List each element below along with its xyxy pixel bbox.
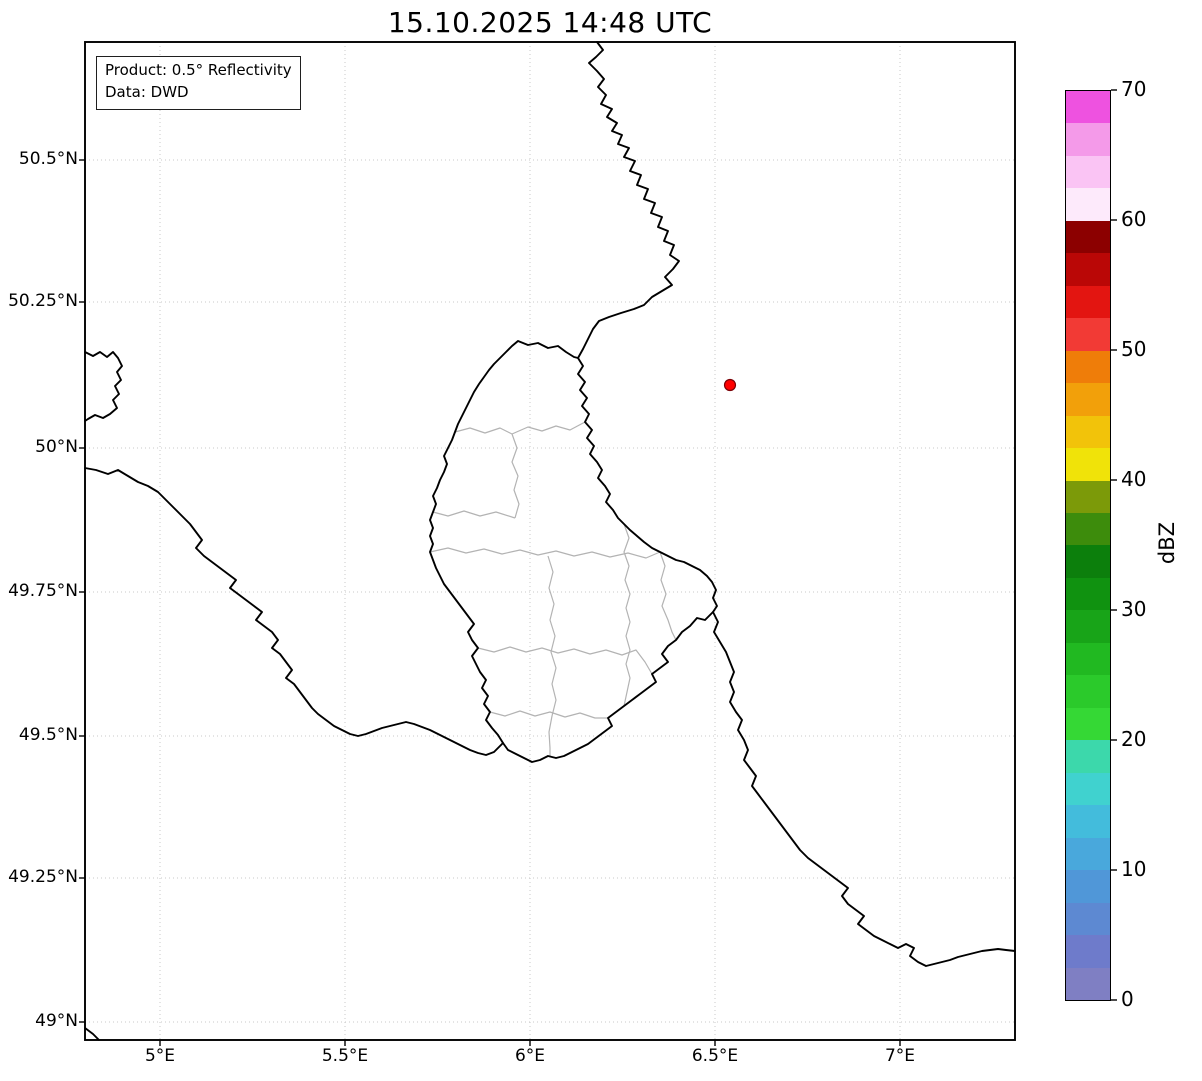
y-tick-label: 50°N xyxy=(35,437,78,457)
colorbar-band xyxy=(1066,577,1110,611)
y-tick-label: 49.75°N xyxy=(8,581,78,601)
colorbar-band xyxy=(1066,837,1110,871)
colorbar-band xyxy=(1066,318,1110,351)
x-tick-label: 5.5°E xyxy=(321,1046,369,1066)
border-germany-belgium xyxy=(577,41,680,359)
data-source-label: Data: DWD xyxy=(105,82,189,101)
y-tick-label: 49.5°N xyxy=(18,725,78,745)
colorbar-unit-label: dBZ xyxy=(1155,521,1179,565)
border-left-edge-detail xyxy=(84,351,123,422)
country-borders xyxy=(84,41,1016,1041)
colorbar-band xyxy=(1066,188,1110,221)
colorbar-tick-label: 30 xyxy=(1121,597,1147,621)
colorbar-band xyxy=(1066,480,1110,513)
colorbar-band xyxy=(1066,415,1110,449)
colorbar-band xyxy=(1066,253,1110,286)
border-france-germany xyxy=(712,611,1016,967)
colorbar-tick-label: 10 xyxy=(1121,857,1147,881)
colorbar-band xyxy=(1066,967,1110,1000)
colorbar-band xyxy=(1066,805,1110,838)
colorbar-band xyxy=(1066,512,1110,546)
x-tick-label: 6°E xyxy=(514,1046,546,1066)
colorbar-band xyxy=(1066,350,1110,384)
colorbar-band xyxy=(1066,935,1110,968)
map-title: 15.10.2025 14:48 UTC xyxy=(387,6,713,39)
product-label: Product: 0.5° Reflectivity xyxy=(105,61,292,79)
border-luxembourg xyxy=(429,340,718,763)
x-tick-label: 6.5°E xyxy=(691,1046,739,1066)
y-tick-label: 49°N xyxy=(35,1011,78,1031)
colorbar-band xyxy=(1066,642,1110,676)
district-borders xyxy=(429,421,677,757)
colorbar-band xyxy=(1066,675,1110,708)
colorbar-tick-label: 40 xyxy=(1121,467,1147,491)
grid-lines xyxy=(85,42,1015,1040)
colorbar-band xyxy=(1066,740,1110,773)
colorbar-band xyxy=(1066,545,1110,578)
axis-tick-marks xyxy=(79,159,901,1046)
radar-detection-marker xyxy=(723,378,737,392)
y-tick-label: 50.5°N xyxy=(18,149,78,169)
colorbar-tick-label: 60 xyxy=(1121,207,1147,231)
colorbar-band xyxy=(1066,870,1110,903)
colorbar-tick-label: 50 xyxy=(1121,337,1147,361)
border-bottom-left-fragment xyxy=(84,1027,100,1041)
colorbar-tick-label: 70 xyxy=(1121,77,1147,101)
colorbar-tick-marks xyxy=(1111,89,1117,1001)
border-belgium-france xyxy=(84,467,504,756)
x-tick-label: 5°E xyxy=(144,1046,176,1066)
x-tick-label: 7°E xyxy=(884,1046,916,1066)
colorbar-band xyxy=(1066,220,1110,254)
colorbar-band xyxy=(1066,285,1110,319)
plot-frame xyxy=(84,41,1016,1041)
colorbar-band xyxy=(1066,448,1110,481)
colorbar-bands xyxy=(1065,90,1111,1001)
colorbar-band xyxy=(1066,155,1110,189)
colorbar-band xyxy=(1066,383,1110,416)
colorbar-tick-label: 20 xyxy=(1121,727,1147,751)
colorbar-band xyxy=(1066,123,1110,156)
colorbar-tick-label: 0 xyxy=(1121,987,1134,1011)
product-info-box: Product: 0.5° Reflectivity Data: DWD xyxy=(96,56,301,110)
colorbar-band xyxy=(1066,707,1110,741)
colorbar-band xyxy=(1066,772,1110,806)
colorbar-band xyxy=(1066,902,1110,936)
y-tick-label: 50.25°N xyxy=(8,291,78,311)
colorbar-band xyxy=(1066,90,1110,124)
colorbar-band xyxy=(1066,610,1110,643)
y-tick-label: 49.25°N xyxy=(8,867,78,887)
